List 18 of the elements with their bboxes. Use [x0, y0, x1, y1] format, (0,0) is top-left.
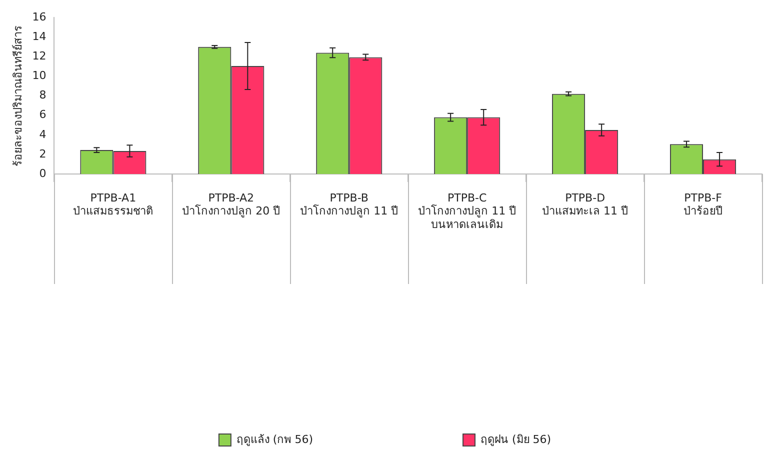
y-tick-label: 4 — [39, 128, 46, 141]
x-tick-label: PTPB-C ป่าโกงกางปลูก 11 ปี บนหาดเลนเดิม — [418, 191, 516, 231]
y-tick-label: 8 — [39, 88, 46, 102]
y-tick-label: 6 — [39, 108, 46, 122]
y-tick-label: 2 — [39, 147, 46, 160]
x-tick-label: PTPB-F ป่าร้อยปี — [684, 191, 723, 218]
y-tick-label: 14 — [32, 30, 46, 44]
x-tick-label: PTPB-A2 ป่าโกงกางปลูก 20 ปี — [182, 191, 280, 218]
x-tick-label: PTPB-D ป่าแสมทะเล 11 ปี — [542, 191, 628, 218]
legend-label: ฤดูฝน (มิย 56) — [480, 432, 552, 446]
legend-label: ฤดูแล้ง (กพ 56) — [236, 432, 314, 446]
x-tick-label: PTPB-B ป่าโกงกางปลูก 11 ปี — [300, 191, 398, 218]
x-tick-label: PTPB-A1 ป่าแสมธรรมชาติ — [73, 191, 154, 218]
y-tick-label: 10 — [32, 69, 46, 82]
y-tick-label: 16 — [32, 10, 46, 24]
y-tick-label: 12 — [32, 50, 46, 63]
y-axis-title: ร้อยละของปริมาณอินทรีย์สาร — [11, 25, 24, 166]
y-tick-label: 0 — [39, 166, 46, 180]
